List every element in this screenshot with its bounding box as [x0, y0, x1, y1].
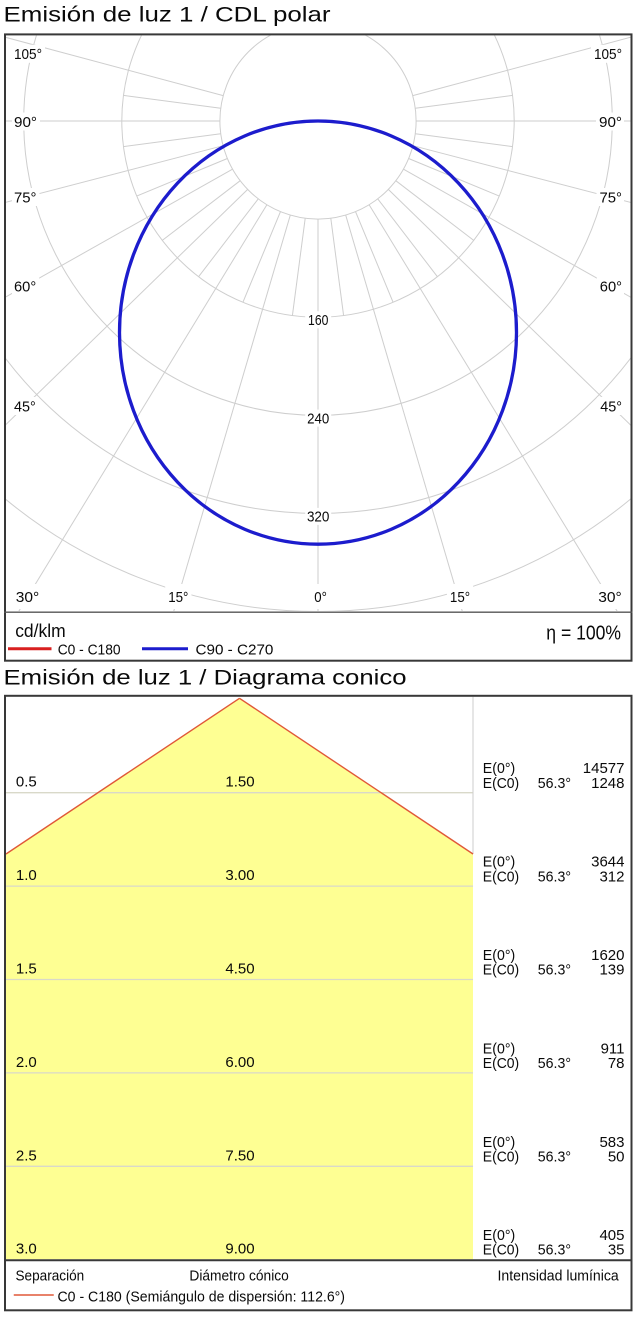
svg-text:1.5: 1.5 — [16, 961, 37, 978]
svg-text:56.3°: 56.3° — [538, 1149, 571, 1166]
svg-text:Diámetro cónico: Diámetro cónico — [189, 1267, 288, 1284]
svg-text:405: 405 — [599, 1227, 624, 1244]
svg-text:56.3°: 56.3° — [538, 1055, 571, 1072]
svg-text:56.3°: 56.3° — [538, 1242, 571, 1259]
svg-text:14577: 14577 — [583, 760, 625, 777]
svg-text:45°: 45° — [600, 398, 622, 415]
svg-text:56.3°: 56.3° — [538, 775, 571, 792]
svg-text:cd/klm: cd/klm — [15, 621, 65, 641]
svg-text:E(C0): E(C0) — [483, 868, 519, 885]
svg-text:E(C0): E(C0) — [483, 775, 519, 792]
svg-text:60°: 60° — [600, 278, 622, 295]
svg-text:90°: 90° — [599, 114, 622, 131]
svg-text:Emisión de luz 1 / CDL polar: Emisión de luz 1 / CDL polar — [4, 4, 331, 27]
svg-text:3.0: 3.0 — [16, 1240, 37, 1257]
svg-text:139: 139 — [599, 962, 624, 979]
svg-text:30°: 30° — [598, 589, 622, 606]
svg-text:583: 583 — [599, 1134, 624, 1151]
svg-text:E(0°): E(0°) — [483, 1134, 515, 1151]
svg-text:Emisión de luz 1 / Diagrama co: Emisión de luz 1 / Diagrama conico — [4, 666, 407, 689]
svg-text:4.50: 4.50 — [225, 961, 254, 978]
svg-text:35: 35 — [608, 1242, 625, 1259]
svg-text:E(0°): E(0°) — [483, 854, 515, 871]
svg-text:η = 100%: η = 100% — [546, 623, 621, 645]
svg-text:Separación: Separación — [16, 1267, 85, 1284]
svg-text:C90 - C270: C90 - C270 — [196, 642, 274, 659]
svg-text:7.50: 7.50 — [225, 1147, 254, 1164]
svg-text:E(C0): E(C0) — [483, 1149, 519, 1166]
svg-text:E(C0): E(C0) — [483, 962, 519, 979]
svg-text:60°: 60° — [14, 278, 36, 295]
svg-text:15°: 15° — [168, 589, 188, 606]
svg-text:105°: 105° — [594, 46, 622, 63]
svg-text:C0 - C180 (Semiángulo de dispe: C0 - C180 (Semiángulo de dispersión: 112… — [58, 1288, 346, 1305]
svg-text:3644: 3644 — [591, 854, 624, 871]
svg-text:E(0°): E(0°) — [483, 947, 515, 964]
svg-text:320: 320 — [307, 509, 330, 526]
svg-text:0.5: 0.5 — [16, 774, 37, 791]
svg-text:E(0°): E(0°) — [483, 1227, 515, 1244]
svg-text:312: 312 — [599, 868, 624, 885]
svg-text:E(C0): E(C0) — [483, 1242, 519, 1259]
svg-text:75°: 75° — [600, 189, 623, 206]
svg-text:30°: 30° — [16, 589, 40, 606]
svg-text:E(0°): E(0°) — [483, 1040, 515, 1057]
svg-text:160: 160 — [308, 312, 328, 329]
svg-text:0°: 0° — [314, 589, 327, 606]
svg-text:50: 50 — [608, 1149, 625, 1166]
svg-text:75°: 75° — [14, 189, 37, 206]
svg-text:56.3°: 56.3° — [538, 868, 571, 885]
svg-text:E(C0): E(C0) — [483, 1055, 519, 1072]
svg-text:1620: 1620 — [591, 947, 624, 964]
svg-text:56.3°: 56.3° — [538, 962, 571, 979]
svg-text:78: 78 — [608, 1055, 625, 1072]
svg-text:Intensidad lumínica: Intensidad lumínica — [498, 1267, 620, 1284]
svg-text:1248: 1248 — [591, 775, 624, 792]
svg-text:2.5: 2.5 — [16, 1147, 37, 1164]
svg-text:45°: 45° — [14, 398, 36, 415]
svg-text:3.00: 3.00 — [225, 867, 254, 884]
svg-text:6.00: 6.00 — [225, 1054, 254, 1071]
svg-text:240: 240 — [307, 410, 329, 427]
svg-text:90°: 90° — [14, 114, 37, 131]
svg-text:9.00: 9.00 — [225, 1240, 254, 1257]
svg-text:15°: 15° — [450, 589, 470, 606]
svg-text:E(0°): E(0°) — [483, 760, 515, 777]
svg-text:C0 - C180: C0 - C180 — [58, 642, 121, 659]
svg-text:911: 911 — [601, 1040, 625, 1057]
svg-text:105°: 105° — [14, 46, 42, 63]
svg-text:1.0: 1.0 — [16, 867, 37, 884]
svg-text:1.50: 1.50 — [225, 774, 254, 791]
svg-text:2.0: 2.0 — [16, 1054, 37, 1071]
